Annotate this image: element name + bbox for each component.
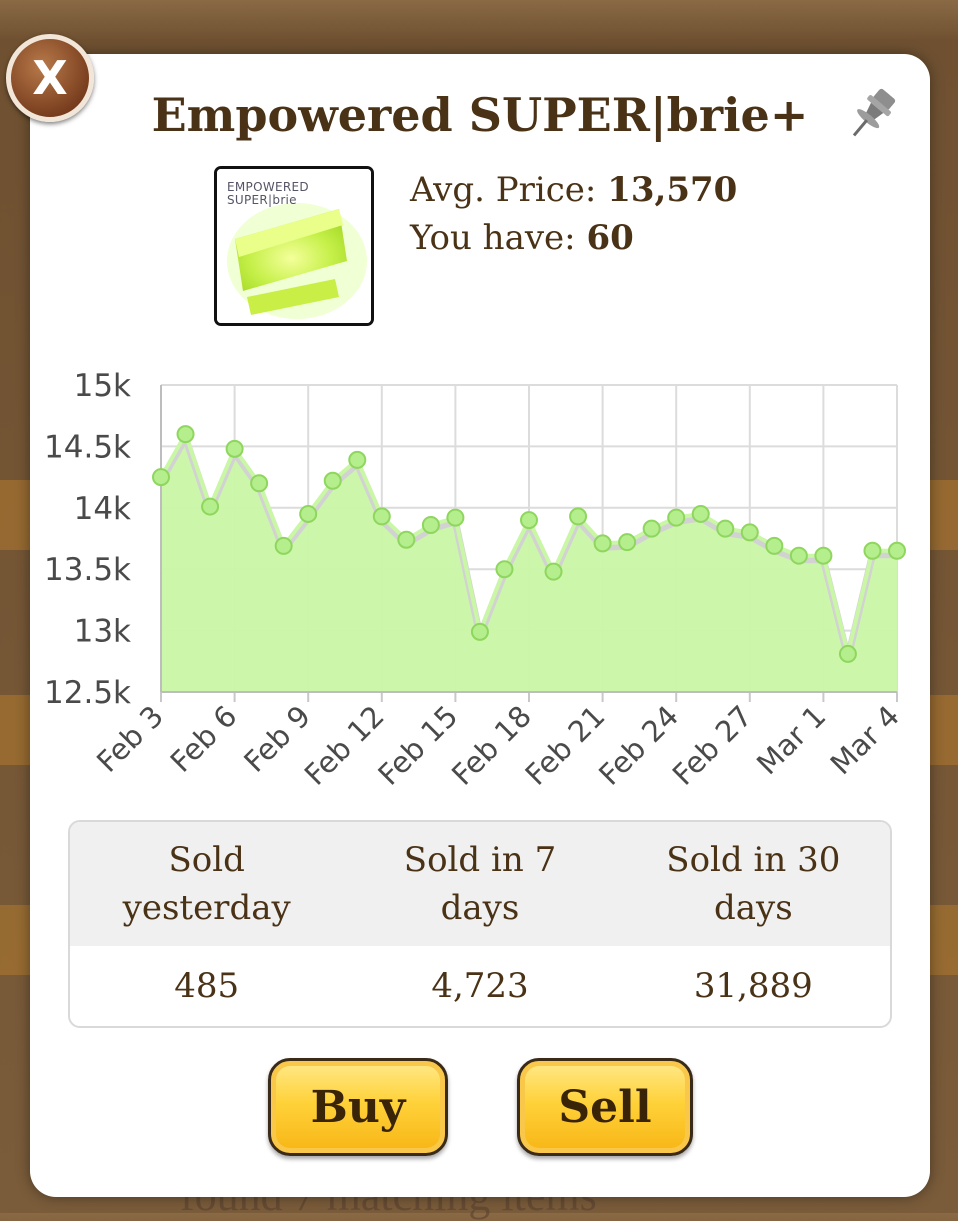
stats-value-yesterday: 485 [174, 966, 240, 1006]
stats-header-yesterday: Sold yesterday [122, 840, 291, 928]
sell-button[interactable]: Sell [517, 1058, 693, 1156]
buy-button[interactable]: Buy [268, 1058, 448, 1156]
x-tick-label: Feb 18 [445, 699, 538, 792]
data-point [470, 622, 489, 641]
data-point [446, 508, 465, 527]
y-tick-label: 15k [74, 368, 131, 404]
you-have-value: 60 [586, 218, 634, 258]
data-point [176, 425, 195, 444]
stats-value-30-days: 31,889 [693, 966, 813, 1006]
stats-header-row: Sold yesterday Sold in 7 days Sold in 30… [70, 822, 890, 946]
y-tick-label: 14k [74, 491, 131, 527]
data-point [520, 511, 538, 530]
item-title: Empowered SUPER|brie+ [151, 88, 809, 142]
stats-value-row: 485 4,723 31,889 [70, 946, 890, 1026]
data-point [667, 508, 686, 527]
data-point [642, 519, 661, 538]
y-tick-label: 13k [74, 614, 131, 650]
data-point [691, 504, 710, 523]
y-tick-label: 12.5k [44, 675, 131, 711]
stats-header-7-days: Sold in 7 days [403, 840, 557, 928]
item-market-dialog: Empowered SUPER|brie+ E [30, 54, 930, 1197]
sales-stats-table: Sold yesterday Sold in 7 days Sold in 30… [68, 820, 892, 1028]
data-point [495, 560, 514, 579]
x-tick-label: Mar 4 [824, 699, 906, 781]
avg-price-value: 13,570 [607, 170, 738, 210]
data-point [323, 471, 342, 490]
data-point [593, 534, 612, 553]
data-point [814, 546, 833, 565]
data-point [569, 507, 588, 526]
y-tick-label: 13.5k [44, 552, 131, 588]
x-tick-label: Mar 1 [750, 699, 832, 781]
price-area [161, 434, 897, 692]
close-button[interactable]: X [6, 34, 94, 122]
data-point [274, 536, 293, 555]
x-tick-label: Feb 6 [164, 699, 244, 779]
item-thumbnail: EMPOWERED SUPER|brie [214, 166, 374, 326]
data-point [348, 450, 367, 469]
x-tick-label: Feb 27 [666, 699, 759, 792]
thumbnail-caption: EMPOWERED SUPER|brie [227, 180, 309, 207]
data-point [421, 515, 440, 534]
data-point [765, 536, 784, 555]
data-point [299, 504, 318, 523]
data-point [789, 546, 808, 565]
pin-icon[interactable] [840, 82, 904, 146]
x-tick-label: Feb 21 [519, 699, 612, 792]
data-point [863, 541, 882, 560]
data-point [544, 562, 563, 581]
data-point [838, 644, 857, 663]
you-have-label: You have: [410, 218, 576, 258]
y-tick-label: 14.5k [44, 429, 131, 465]
stats-header-30-days: Sold in 30 days [666, 840, 841, 928]
data-point [397, 530, 416, 549]
data-point [201, 497, 220, 516]
cheese-image [217, 169, 371, 323]
x-tick-label: Feb 24 [592, 699, 685, 792]
close-icon: X [32, 51, 68, 105]
data-point [740, 523, 759, 542]
avg-price-label: Avg. Price: [410, 170, 597, 210]
data-point [152, 468, 170, 487]
x-tick-label: Feb 12 [298, 699, 391, 792]
data-point [250, 474, 269, 493]
data-point [888, 541, 906, 560]
data-point [225, 439, 244, 458]
avg-price-row: Avg. Price: 13,570 [410, 166, 737, 214]
data-point [716, 519, 735, 538]
data-point [618, 533, 637, 552]
item-info: Avg. Price: 13,570 You have: 60 [410, 166, 737, 262]
x-tick-label: Feb 15 [371, 699, 464, 792]
data-point [372, 507, 391, 526]
you-have-row: You have: 60 [410, 214, 737, 262]
stats-value-7-days: 4,723 [431, 966, 529, 1006]
